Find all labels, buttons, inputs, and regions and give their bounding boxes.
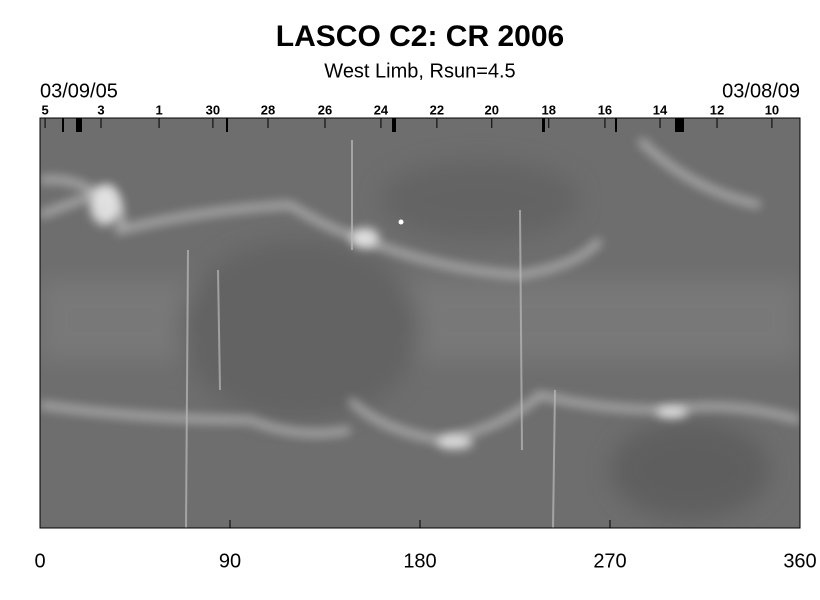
top-tick-label: 3 [97, 102, 104, 117]
x-tick-label: 90 [219, 550, 241, 572]
top-tick-label: 14 [653, 102, 668, 117]
chart-title: LASCO C2: CR 2006 [276, 20, 564, 53]
top-tick-label: 12 [710, 102, 724, 117]
top-tick-label: 20 [485, 102, 499, 117]
x-tick-label: 0 [34, 550, 45, 572]
data-gaps [62, 118, 684, 132]
x-tick-label: 360 [783, 550, 816, 572]
top-tick-label: 30 [206, 102, 220, 117]
chart-subtitle: West Limb, Rsun=4.5 [324, 60, 515, 82]
top-tick-label: 1 [155, 102, 162, 117]
start-date: 03/09/05 [40, 80, 118, 102]
top-tick-label: 24 [374, 102, 389, 117]
top-tick-label: 22 [430, 102, 444, 117]
x-tick-label: 270 [593, 550, 626, 572]
top-tick-label: 16 [598, 102, 612, 117]
top-tick-label: 26 [318, 102, 332, 117]
top-tick-label: 10 [765, 102, 779, 117]
synoptic-image [40, 118, 800, 528]
top-tick-label: 18 [542, 102, 556, 117]
x-tick-label: 180 [403, 550, 436, 572]
end-date: 03/08/09 [722, 80, 800, 102]
top-tick-label: 5 [41, 102, 48, 117]
top-tick-label: 28 [261, 102, 275, 117]
